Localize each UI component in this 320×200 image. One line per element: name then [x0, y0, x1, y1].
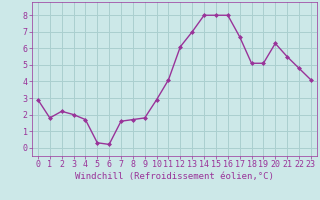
X-axis label: Windchill (Refroidissement éolien,°C): Windchill (Refroidissement éolien,°C) [75, 172, 274, 181]
